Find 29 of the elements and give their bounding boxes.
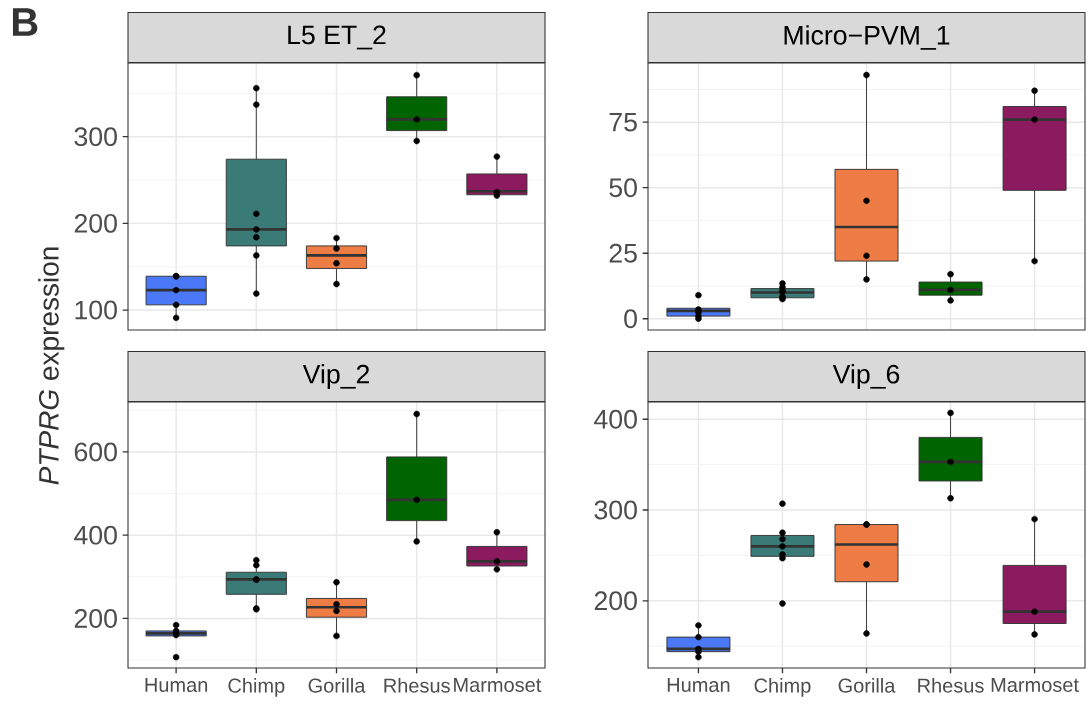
y-tick-label: 400 — [74, 525, 117, 545]
chart-title: Vip_6 — [832, 364, 900, 389]
y-tick-label: 300 — [594, 500, 637, 520]
x-tick-label: Marmoset — [454, 678, 542, 692]
y-tick-label: 75 — [609, 112, 637, 132]
chart-title: L5 ET_2 — [288, 25, 386, 50]
x-tick-label: Rhesus — [918, 678, 984, 693]
y-tick-label: 100 — [75, 300, 117, 320]
x-tick-label: Rhesus — [384, 678, 450, 693]
y-tick-label: 0 — [624, 309, 637, 329]
y-tick-label: 300 — [74, 127, 117, 147]
y-axis-title: PTPRG expression — [38, 247, 65, 485]
y-tick-label: 200 — [74, 213, 117, 233]
x-tick-label: Gorilla — [838, 678, 896, 693]
y-tick-label: 600 — [74, 442, 117, 462]
y-tick-label: 200 — [74, 609, 117, 628]
y-tick-label: 50 — [609, 178, 637, 198]
y-tick-label: 200 — [594, 591, 637, 611]
x-tick-label: Human — [145, 678, 208, 692]
y-tick-label: 400 — [594, 409, 637, 429]
chart-title: Micro−PVM_1 — [784, 25, 950, 50]
x-tick-label: Marmoset — [991, 678, 1079, 692]
y-tick-label: 25 — [609, 243, 637, 263]
x-tick-label: Gorilla — [308, 678, 366, 693]
x-tick-label: Chimp — [754, 678, 811, 697]
x-tick-label: Human — [667, 678, 730, 692]
text: B — [12, 8, 38, 36]
x-tick-label: Chimp — [228, 678, 285, 697]
chart-title: Vip_2 — [302, 364, 370, 389]
